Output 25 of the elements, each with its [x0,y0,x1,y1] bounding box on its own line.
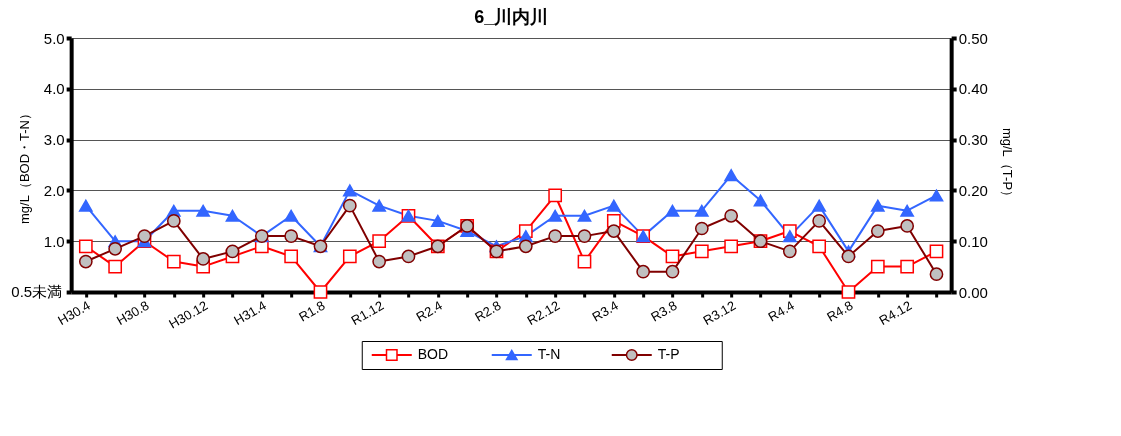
x-tick-label: R2.8 [472,297,504,325]
legend-label: BOD [417,346,449,362]
y2-axis-title: mg/L（T-P） [999,127,1015,204]
y2-tick-label: 0.20 [958,181,988,199]
text: 0.5未満 [11,283,63,300]
legend-label: T-P [657,346,680,362]
y-tick-label: 4.0 [43,80,65,98]
legend-label: T-N [537,346,561,362]
y2-tick-label: 0.40 [958,80,988,98]
x-tick-label: R4.8 [824,297,856,325]
y-tick-label: 1.0 [43,232,65,250]
y-tick-label: 5.0 [43,29,65,47]
y2-tick-label: 0.00 [958,283,988,301]
y2-tick-label: 0.30 [958,131,988,149]
y-axis-title: mg/L（BOD・T-N） [16,106,32,225]
chart-title: 6_川内川 [474,7,549,27]
x-tick-label: R2.4 [413,297,445,325]
y2-tick-label: 0.10 [958,232,988,250]
y-tick-label: 3.0 [43,131,65,149]
x-tick-label: R3.4 [589,297,621,325]
x-tick-label: R3.8 [648,297,680,325]
y-tick-label: 2.0 [43,181,65,199]
x-tick-label: R4.4 [765,297,797,325]
y2-tick-label: 0.50 [958,29,988,47]
x-tick-label: R1.8 [296,297,328,325]
